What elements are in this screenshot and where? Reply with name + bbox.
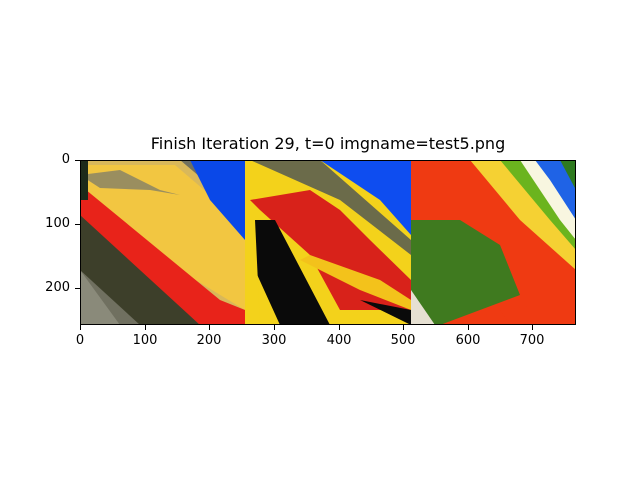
xtick-label-400: 400: [326, 333, 352, 348]
image-axes: [80, 160, 576, 325]
image-panel-2: [245, 160, 411, 325]
xtick-label-700: 700: [519, 333, 545, 348]
ytick-label-0: 0: [61, 152, 70, 167]
xtick-label-0: 0: [75, 333, 85, 348]
xtick-label-100: 100: [132, 333, 158, 348]
xtick-label-200: 200: [196, 333, 222, 348]
image-panel-3: [411, 160, 576, 325]
figure-title: Finish Iteration 29, t=0 imgname=test5.p…: [150, 134, 506, 153]
ytick-label-200: 200: [45, 280, 70, 295]
ytick-label-100: 100: [45, 216, 70, 231]
xtick-label-500: 500: [390, 333, 416, 348]
image-panel-1: [80, 160, 245, 325]
image-canvas: [80, 160, 576, 325]
xtick-label-300: 300: [261, 333, 287, 348]
axes-spine: [80, 160, 576, 325]
xtick-label-600: 600: [455, 333, 481, 348]
